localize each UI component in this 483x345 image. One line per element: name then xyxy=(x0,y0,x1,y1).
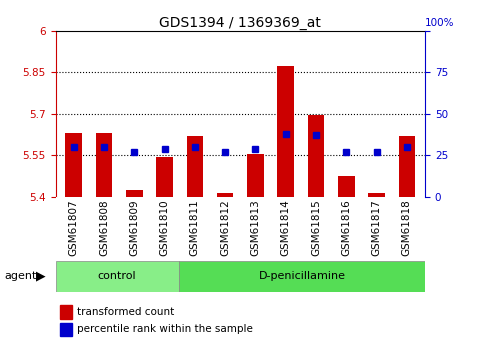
Text: ▶: ▶ xyxy=(36,270,46,283)
Text: D-penicillamine: D-penicillamine xyxy=(258,272,345,281)
FancyBboxPatch shape xyxy=(179,261,425,292)
Bar xyxy=(186,136,203,197)
Title: GDS1394 / 1369369_at: GDS1394 / 1369369_at xyxy=(159,16,321,30)
Bar xyxy=(65,133,82,197)
Text: control: control xyxy=(98,272,136,281)
Bar xyxy=(368,193,385,197)
Bar xyxy=(217,193,233,197)
Bar xyxy=(308,115,325,197)
Text: 100%: 100% xyxy=(425,18,455,28)
Bar xyxy=(156,157,173,197)
Bar xyxy=(96,133,113,197)
Bar xyxy=(126,190,142,197)
Text: transformed count: transformed count xyxy=(77,307,174,317)
Bar xyxy=(338,176,355,197)
Bar xyxy=(247,154,264,197)
Text: percentile rank within the sample: percentile rank within the sample xyxy=(77,325,253,334)
Text: agent: agent xyxy=(5,272,37,281)
Bar xyxy=(277,66,294,197)
Bar xyxy=(398,136,415,197)
FancyBboxPatch shape xyxy=(56,261,179,292)
